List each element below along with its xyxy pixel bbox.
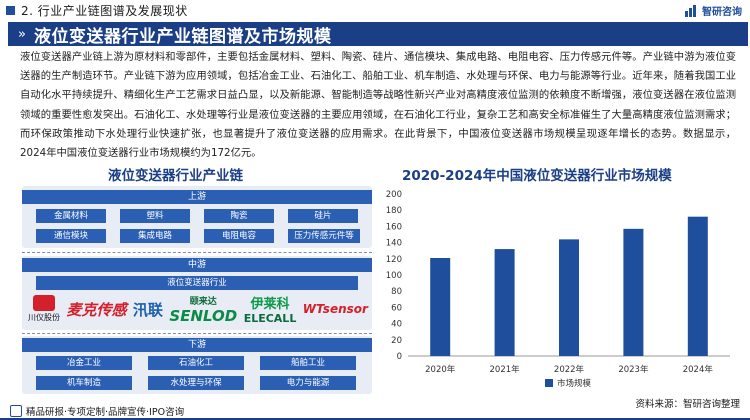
upstream-item: 电阻电容	[204, 229, 274, 243]
y-tick-label: 140	[386, 239, 402, 249]
downstream-item: 机车制造	[36, 376, 132, 390]
y-tick-label: 100	[386, 271, 402, 281]
y-tick-label: 200	[386, 190, 402, 200]
source-note: 资料来源：智研咨询整理	[635, 399, 740, 410]
brand-icon	[685, 4, 699, 17]
bar	[687, 216, 708, 356]
y-tick-label: 60	[391, 303, 402, 313]
midstream-bar: 液位变送器行业	[36, 276, 358, 290]
report-icon	[10, 405, 22, 417]
x-tick-label: 2020年	[425, 364, 456, 375]
upstream-item: 通信模块	[36, 229, 106, 243]
upstream-label: 上游	[22, 190, 372, 204]
company-logo: 颐来达 SENLOD	[169, 296, 238, 325]
company-logos: 川仪股份 麦克传感 汛联 颐来达 SENLOD 伊莱科 ELECALL WTse…	[28, 292, 368, 326]
x-tick-label: 2022年	[554, 364, 585, 375]
y-tick-label: 0	[397, 352, 402, 362]
bar	[623, 228, 644, 356]
midstream-label: 中游	[22, 258, 372, 272]
section-marker	[6, 5, 15, 15]
divider	[22, 333, 372, 334]
downstream-label: 下游	[22, 338, 372, 352]
company-logo: 川仪股份	[28, 295, 60, 323]
brand-logo: 智研咨询	[685, 3, 742, 18]
title-banner: » 液位变送器行业产业链图谱及市场规模	[8, 22, 748, 47]
downstream-item: 冶金工业	[36, 356, 132, 370]
bar	[430, 257, 451, 356]
divider	[22, 252, 372, 253]
downstream-item: 石油化工	[148, 356, 244, 370]
y-tick-label: 20	[391, 336, 402, 346]
x-tick-label: 2023年	[618, 364, 649, 375]
brand-name: 智研咨询	[702, 7, 742, 18]
y-tick-label: 160	[386, 222, 402, 232]
bar	[559, 239, 579, 356]
company-logo: 麦克传感	[66, 300, 127, 319]
company-emblem-icon	[33, 295, 55, 311]
legend-swatch	[545, 379, 553, 387]
chart-title: 2020-2024年中国液位变送器行业市场规模	[402, 168, 672, 184]
y-tick-label: 120	[386, 255, 402, 265]
company-logo: 汛联	[132, 300, 163, 319]
upstream-item: 金属材料	[36, 209, 106, 223]
footer-slogan: 精品研报·专项定制·品牌宣传·IPO咨询	[10, 404, 184, 418]
y-tick-label: 40	[391, 320, 402, 330]
bottom-rule	[0, 418, 750, 420]
company-logo: 伊莱科 ELECALL	[243, 297, 297, 325]
section-title: 2. 行业产业链图谱及发展现状	[21, 3, 188, 18]
upstream-item: 压力传感元件等	[288, 229, 360, 243]
chevron-icon: »	[18, 26, 26, 42]
y-tick-label: 80	[391, 287, 402, 297]
upstream-item: 硅片	[288, 209, 358, 223]
page-title: 液位变送器行业产业链图谱及市场规模	[33, 26, 332, 47]
upstream-item: 陶瓷	[204, 209, 274, 223]
bar	[494, 249, 515, 356]
bar-chart: 0 20 40 60 80 100 120 140 160 180 200 2020年 2021年 202…	[386, 190, 730, 389]
chain-title: 液位变送器行业产业链	[108, 168, 243, 184]
y-tick-label: 180	[386, 206, 402, 216]
company-logo: WTsensor	[302, 302, 368, 316]
x-tick-label: 2024年	[683, 364, 714, 375]
downstream-item: 电力与能源	[260, 376, 356, 390]
legend-label: 市场规模	[557, 378, 592, 389]
upstream-item: 集成电路	[120, 229, 190, 243]
header: 2. 行业产业链图谱及发展现状 智研咨询	[0, 0, 750, 20]
x-tick-label: 2021年	[490, 364, 521, 375]
intro-paragraph: 液位变送器产业链上游为原材料和零部件，主要包括金属材料、塑料、陶瓷、硅片、通信模…	[20, 51, 736, 160]
downstream-item: 船舶工业	[260, 356, 356, 370]
downstream-item: 水处理与环保	[148, 376, 244, 390]
upstream-item: 塑料	[120, 209, 190, 223]
